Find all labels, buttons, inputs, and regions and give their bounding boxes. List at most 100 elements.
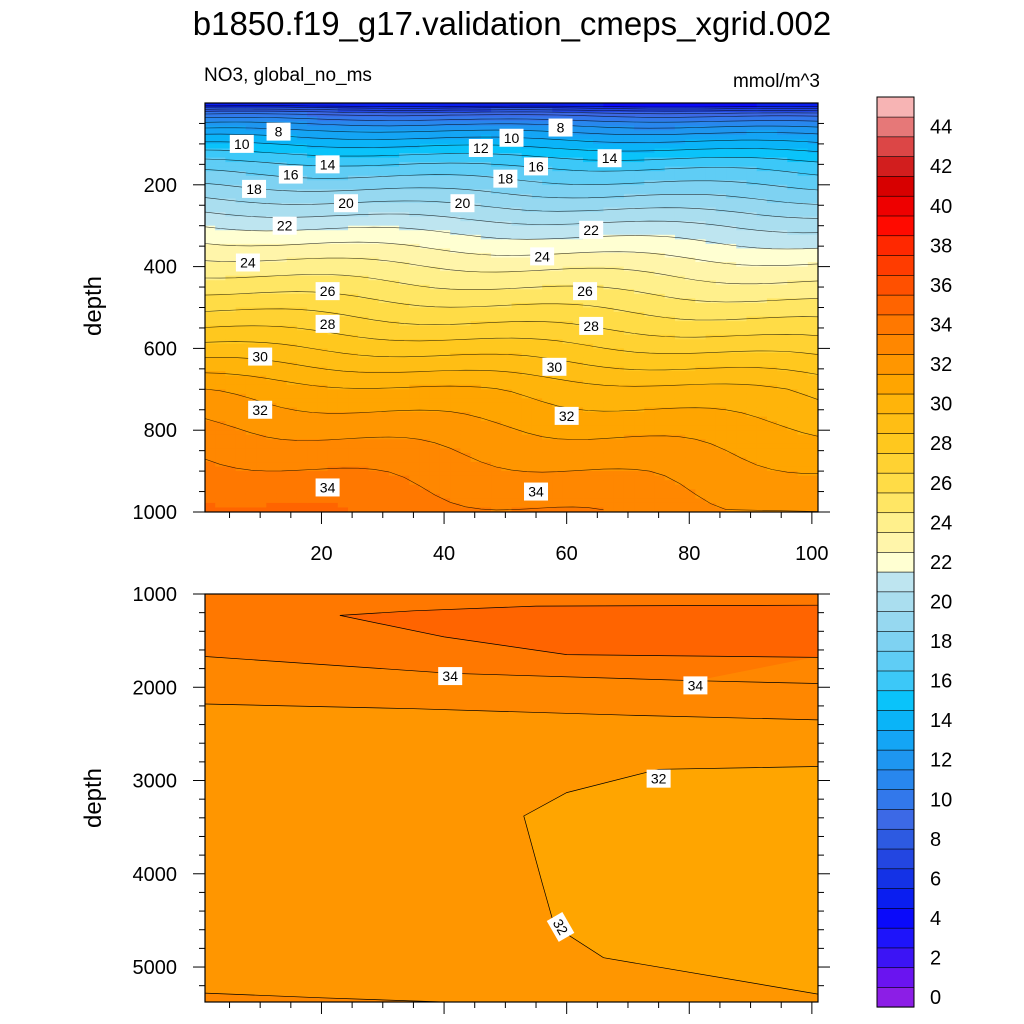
field-cell [715, 202, 727, 209]
field-cell [307, 266, 318, 272]
field-cell [603, 107, 615, 113]
field-cell [368, 407, 380, 413]
field-cell [511, 103, 523, 109]
field-cell [603, 434, 615, 440]
field-cell [726, 171, 737, 177]
field-cell [674, 216, 686, 222]
field-cell [726, 216, 737, 222]
field-cell [603, 202, 615, 209]
field-cell [245, 434, 257, 440]
field-cell [664, 152, 676, 159]
field-cell [256, 302, 267, 309]
field-cell [603, 143, 615, 150]
field-cell [358, 289, 370, 295]
field-cell [388, 275, 400, 281]
field-cell [409, 339, 421, 345]
field-cell [726, 207, 737, 213]
field-cell [327, 212, 339, 218]
field-cell [429, 248, 441, 254]
field-cell [736, 462, 748, 468]
field-cell [552, 243, 564, 250]
field-cell [491, 489, 502, 495]
field-cell [480, 462, 492, 468]
field-cell [685, 443, 696, 449]
field-cell [409, 502, 421, 509]
field-cell [552, 230, 564, 236]
field-cell [256, 430, 267, 436]
field-cell [388, 507, 400, 512]
field-cell [337, 375, 349, 381]
field-cell [746, 166, 758, 172]
field-cell [470, 207, 482, 213]
field-cell [378, 230, 390, 236]
field-cell [235, 216, 247, 222]
field-cell [480, 312, 492, 318]
field-cell [715, 371, 727, 377]
field-cell [634, 416, 645, 422]
field-cell [470, 130, 482, 136]
field-cell [654, 262, 666, 268]
field-cell [245, 157, 257, 163]
field-cell [736, 325, 748, 331]
field-cell [429, 152, 441, 159]
field-cell [368, 139, 380, 145]
field-cell [664, 293, 676, 300]
field-cell [480, 343, 492, 349]
field-cell [593, 334, 605, 340]
field-cell [562, 225, 574, 231]
field-cell [307, 366, 318, 372]
field-cell [654, 103, 666, 109]
field-cell [256, 289, 267, 295]
field-cell [296, 430, 308, 436]
field-cell [491, 139, 502, 145]
field-cell [613, 321, 625, 327]
field-cell [562, 307, 574, 313]
field-cell [419, 393, 431, 399]
field-cell [583, 252, 594, 259]
field-cell [235, 384, 247, 390]
field-cell [368, 130, 380, 136]
field-cell [583, 393, 594, 399]
field-cell [235, 152, 247, 159]
field-cell [399, 143, 410, 150]
field-cell [450, 225, 462, 231]
field-cell [358, 307, 370, 313]
field-cell [378, 416, 390, 422]
field-cell [664, 316, 676, 322]
field-cell [603, 189, 615, 195]
field-cell [674, 448, 686, 454]
field-cell [664, 221, 676, 227]
field-cell [623, 139, 635, 145]
field-cell [480, 239, 492, 245]
field-cell [358, 180, 370, 186]
field-cell [511, 466, 523, 472]
field-cell [593, 343, 605, 349]
field-cell [337, 380, 349, 386]
field-cell [756, 239, 768, 245]
field-cell [205, 434, 216, 440]
field-cell [307, 389, 318, 395]
field-cell [634, 434, 645, 440]
field-cell [439, 198, 451, 204]
field-cell [399, 280, 410, 286]
field-cell [276, 207, 288, 213]
field-cell [715, 257, 727, 263]
field-cell [613, 466, 625, 472]
field-cell [674, 393, 686, 399]
field-cell [450, 334, 462, 340]
field-cell [378, 471, 390, 477]
field-cell [695, 471, 707, 477]
field-cell [388, 103, 400, 109]
field-cell [726, 330, 737, 336]
field-cell [460, 125, 472, 131]
field-cell [664, 398, 676, 404]
field-cell [685, 148, 696, 154]
field-cell [746, 430, 758, 436]
field-cell [225, 457, 237, 463]
field-cell [256, 175, 267, 181]
field-cell [348, 134, 359, 140]
field-cell [225, 321, 237, 327]
field-cell [215, 398, 227, 404]
field-cell [736, 457, 748, 463]
field-cell [388, 452, 400, 459]
